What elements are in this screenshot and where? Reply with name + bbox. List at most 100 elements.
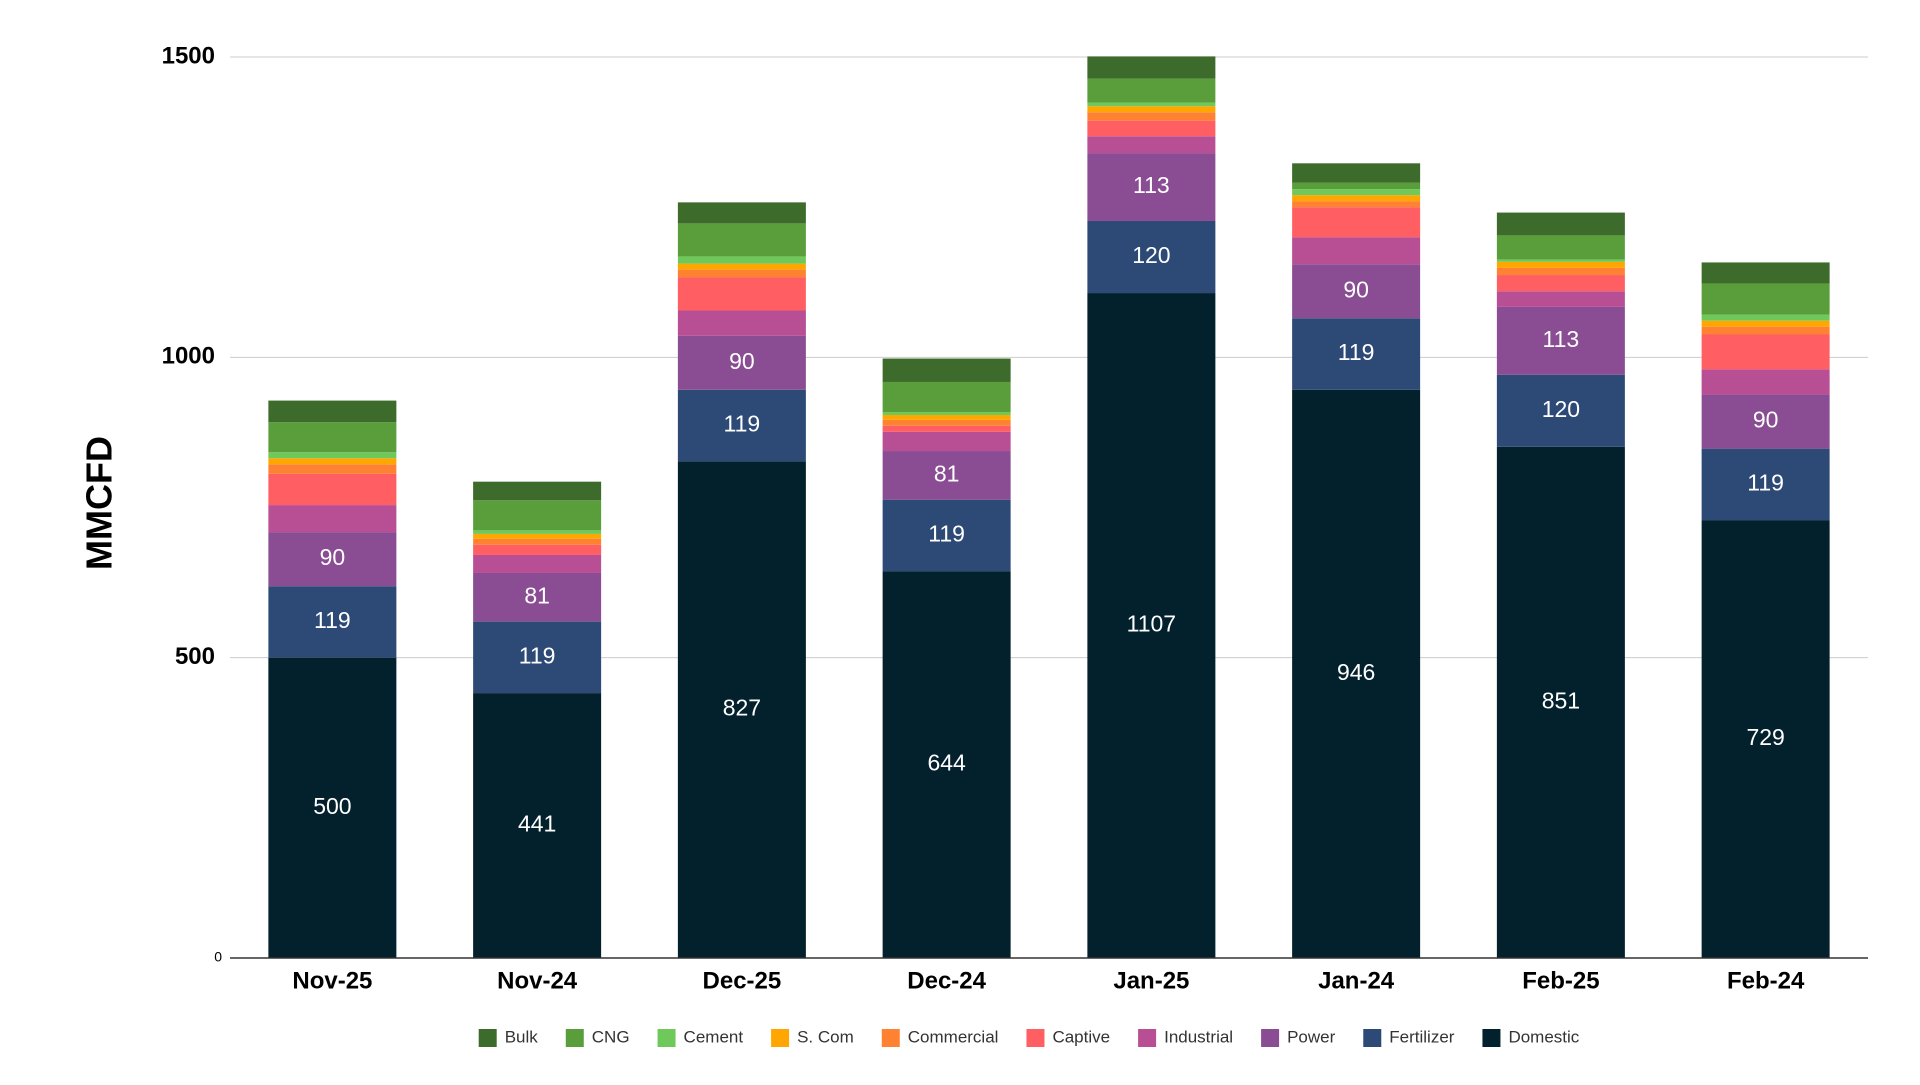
x-tick-label-Nov-25: Nov-25 [292,967,372,994]
x-tick-label-Jan-24: Jan-24 [1318,967,1395,994]
x-tick-label-Feb-25: Feb-25 [1522,967,1599,994]
data-label-Nov-25-domestic: 500 [313,793,351,819]
bar-segment-Jan-25-power [1087,153,1216,221]
bar-segment-Nov-25-cement [268,452,397,459]
bar-group-Jan-25 [1087,56,1216,958]
legend-swatch-captive [1026,1029,1045,1047]
x-tick-label-Dec-24: Dec-24 [907,967,986,994]
bar-segment-Feb-24-fertilizer [1701,448,1830,521]
data-label-Jan-25-domestic: 1107 [1127,611,1176,637]
data-label-Dec-25-power: 90 [729,348,755,374]
bar-segment-Nov-24-s-com [473,533,602,539]
legend-swatch-power [1261,1029,1280,1047]
data-label-Jan-25-fertilizer: 120 [1132,242,1170,268]
y-tick-label-1500: 1500 [162,42,215,69]
bar-segment-Jan-24-s-com [1292,195,1421,202]
data-label-Nov-24-fertilizer: 119 [519,642,556,668]
x-axis-ticks: Nov-25 Nov-24 Dec-25 Dec-24 Jan-25 Jan-24 Feb-… [292,967,1805,994]
legend-swatch-s-com [771,1029,790,1047]
data-label-Nov-25-power: 90 [320,544,346,570]
y-tick-label-500: 500 [175,643,215,670]
bar-segment-Dec-25-fertilizer [677,389,806,462]
bar-segment-Nov-24-domestic [473,693,602,958]
bar-segment-Feb-24-commercial [1701,326,1830,335]
y-tick-label-0: 0 [214,949,222,965]
bar-segment-Nov-24-commercial [473,538,602,545]
bar-segment-Dec-25-cng [677,223,806,257]
bar-segment-Nov-25-commercial [268,464,397,474]
bar-segment-Nov-25-domestic [268,657,397,958]
bar-segment-Dec-24-commercial [882,419,1011,426]
x-tick-label-Feb-24: Feb-24 [1727,967,1805,994]
data-label-Nov-24-domestic: 441 [518,811,556,837]
data-label-Jan-25-power: 113 [1133,172,1170,198]
bar-segment-Nov-24-cement [473,530,602,534]
legend-swatch-industrial [1138,1029,1157,1047]
bar-group-Feb-24 [1701,262,1830,958]
legend-swatch-domestic [1482,1029,1501,1047]
bar-segment-Jan-25-cement [1087,102,1216,107]
data-label-Feb-24-power: 90 [1753,407,1779,433]
legend-label-power: Power [1287,1027,1336,1046]
bar-segment-Jan-25-fertilizer [1087,220,1216,294]
bar-segment-Jan-24-cement [1292,189,1421,196]
data-label-Jan-24-power: 90 [1343,276,1369,302]
bar-segment-Nov-24-power [473,572,602,622]
bar-segment-Jan-25-cng [1087,78,1216,103]
bar-segment-Nov-24-captive [473,544,602,555]
bar-segment-Nov-24-bulk [473,481,602,501]
bar-segment-Jan-24-captive [1292,207,1421,238]
legend: Bulk CNG Cement S. Com Commercial Captive Indu… [478,1027,1580,1047]
bar-segment-Nov-25-fertilizer [268,586,397,658]
data-label-Feb-25-domestic: 851 [1542,687,1580,713]
bar-segment-Jan-25-bulk [1087,56,1216,79]
data-label-Dec-24-domestic: 644 [927,750,966,776]
bar-segment-Dec-25-domestic [677,461,806,958]
legend-label-domestic: Domestic [1508,1027,1579,1046]
bar-segment-Feb-25-bulk [1496,212,1625,236]
bar-segment-Dec-25-captive [677,277,806,311]
bar-segment-Feb-24-power [1701,394,1830,449]
data-label-Jan-24-domestic: 946 [1337,659,1375,685]
bars [268,56,1830,958]
y-axis-ticks: 0 500 1000 1500 [162,42,223,964]
x-tick-label-Nov-24: Nov-24 [497,967,578,994]
bar-segment-Jan-25-industrial [1087,136,1216,154]
bar-group-Feb-25 [1496,212,1625,958]
legend-item-bulk: Bulk [478,1027,539,1047]
legend-item-cement: Cement [657,1027,744,1047]
bar-group-Dec-25 [677,202,806,958]
legend-swatch-cement [657,1029,676,1047]
bar-segment-Jan-24-cng [1292,182,1421,190]
bar-segment-Dec-24-domestic [882,571,1011,958]
legend-label-cement: Cement [684,1027,744,1046]
legend-swatch-cng [565,1029,584,1047]
bar-segment-Feb-25-domestic [1496,446,1625,958]
bar-segment-Feb-25-industrial [1496,291,1625,307]
legend-label-cng: CNG [592,1027,630,1046]
bar-segment-Nov-24-industrial [473,554,602,573]
legend-item-commercial: Commercial [881,1027,999,1047]
y-tick-label-1000: 1000 [162,343,215,370]
bar-segment-Dec-25-cement [677,256,806,264]
data-label-Feb-25-power: 113 [1543,326,1580,352]
bar-segment-Jan-24-bulk [1292,163,1421,183]
bar-segment-Jan-25-commercial [1087,112,1216,121]
legend-label-fertilizer: Fertilizer [1389,1027,1455,1046]
bar-segment-Nov-25-industrial [268,505,397,533]
bar-segment-Dec-25-industrial [677,310,806,336]
legend-label-captive: Captive [1052,1027,1110,1046]
legend-label-commercial: Commercial [908,1027,999,1046]
legend-label-bulk: Bulk [505,1027,539,1046]
bar-segment-Feb-25-captive [1496,275,1625,292]
legend-label-s-com: S. Com [797,1027,854,1046]
bar-segment-Feb-24-cng [1701,283,1830,315]
data-label-Feb-24-fertilizer: 119 [1747,469,1784,495]
bar-segment-Dec-25-commercial [677,269,806,278]
bar-segment-Dec-24-power [882,451,1011,500]
bar-segment-Jan-24-power [1292,264,1421,319]
bar-segment-Jan-25-domestic [1087,293,1216,958]
bar-segment-Feb-24-s-com [1701,320,1830,327]
bar-segment-Jan-24-domestic [1292,389,1421,958]
